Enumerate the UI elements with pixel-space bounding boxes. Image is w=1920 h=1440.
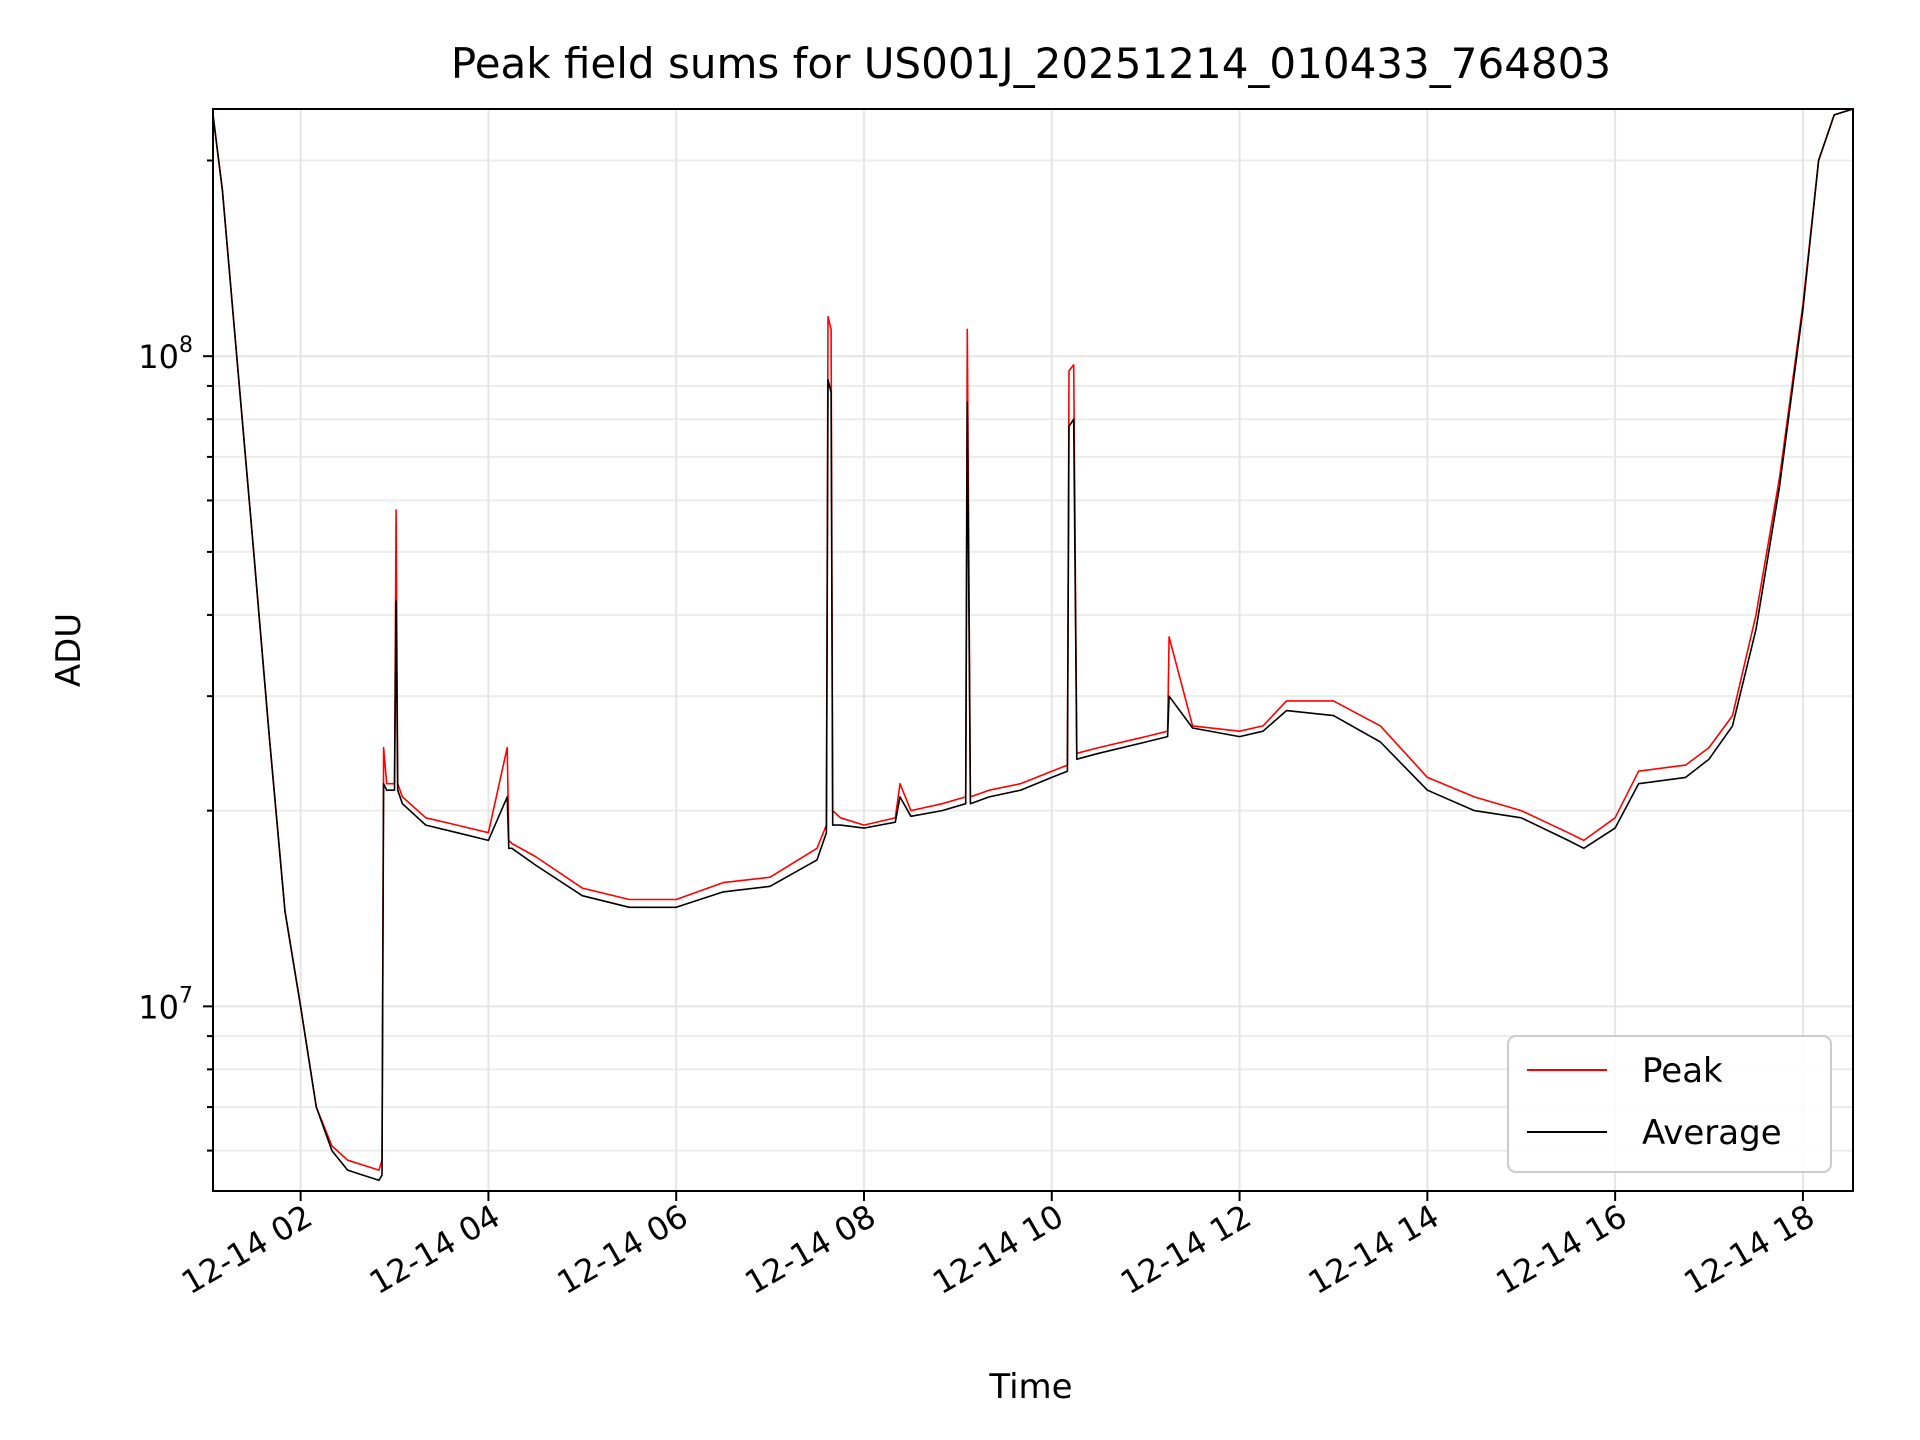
legend: Peak Average xyxy=(1507,1035,1832,1173)
y-axis: 107 108 xyxy=(138,159,213,1152)
x-axis-label: Time xyxy=(988,1367,1072,1407)
y-axis-label: ADU xyxy=(49,613,89,687)
legend-label-peak: Peak xyxy=(1642,1051,1723,1091)
y-tick-label: 108 xyxy=(138,333,193,376)
legend-label-average: Average xyxy=(1642,1113,1782,1153)
plot-frame xyxy=(212,108,1854,1192)
y-tick-label: 107 xyxy=(138,983,193,1026)
chart-title: Peak field sums for US001J_20251214_0104… xyxy=(451,39,1611,88)
series-line-average xyxy=(212,108,1854,1182)
grid xyxy=(213,109,1853,1191)
series-layer xyxy=(212,108,1854,1182)
